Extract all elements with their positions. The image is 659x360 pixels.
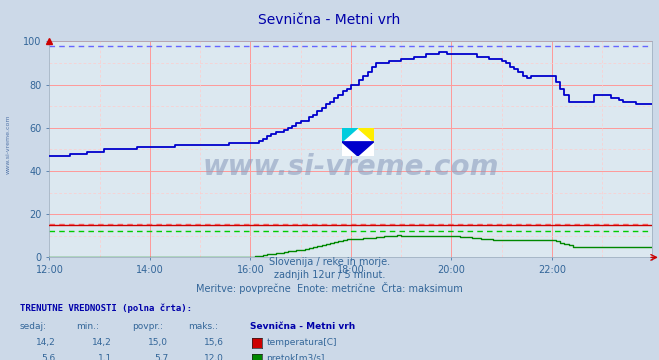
Text: Sevnična - Metni vrh: Sevnična - Metni vrh [258, 13, 401, 27]
Polygon shape [358, 128, 374, 142]
Text: pretok[m3/s]: pretok[m3/s] [266, 354, 325, 360]
Polygon shape [342, 128, 358, 142]
Text: Slovenija / reke in morje.: Slovenija / reke in morje. [269, 257, 390, 267]
Text: 5,7: 5,7 [154, 354, 168, 360]
Text: www.si-vreme.com: www.si-vreme.com [5, 114, 11, 174]
Polygon shape [342, 142, 374, 156]
Text: TRENUTNE VREDNOSTI (polna črta):: TRENUTNE VREDNOSTI (polna črta): [20, 304, 192, 314]
Text: min.:: min.: [76, 322, 99, 331]
Text: 15,0: 15,0 [148, 338, 168, 347]
Text: 14,2: 14,2 [36, 338, 56, 347]
Text: zadnjih 12ur / 5 minut.: zadnjih 12ur / 5 minut. [273, 270, 386, 280]
Text: povpr.:: povpr.: [132, 322, 163, 331]
Text: www.si-vreme.com: www.si-vreme.com [203, 153, 499, 181]
Text: 12,0: 12,0 [204, 354, 224, 360]
Text: 1,1: 1,1 [98, 354, 112, 360]
Text: Sevnična - Metni vrh: Sevnična - Metni vrh [250, 322, 356, 331]
Text: Meritve: povprečne  Enote: metrične  Črta: maksimum: Meritve: povprečne Enote: metrične Črta:… [196, 282, 463, 294]
Text: temperatura[C]: temperatura[C] [266, 338, 337, 347]
Text: 5,6: 5,6 [42, 354, 56, 360]
Text: maks.:: maks.: [188, 322, 217, 331]
Text: sedaj:: sedaj: [20, 322, 47, 331]
Text: 15,6: 15,6 [204, 338, 224, 347]
Text: 14,2: 14,2 [92, 338, 112, 347]
